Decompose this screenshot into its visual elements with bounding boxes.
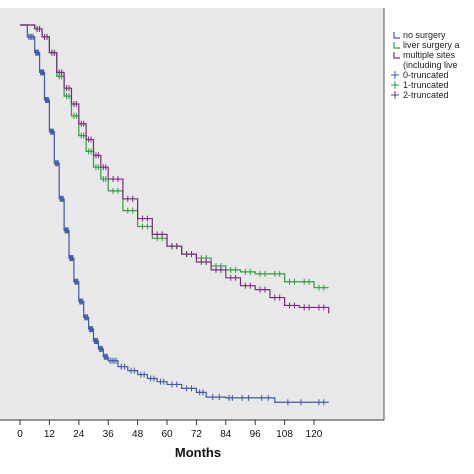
x-tick-label: 12 [44, 429, 56, 440]
x-tick-label: 96 [250, 429, 262, 440]
x-tick-label: 120 [306, 429, 323, 440]
plot-area [0, 8, 384, 420]
series-line-0 [20, 24, 329, 403]
x-tick-label: 36 [103, 429, 115, 440]
legend-symbol [393, 52, 400, 59]
x-tick-label: 0 [17, 429, 23, 440]
legend-symbol [393, 42, 400, 49]
legend-symbol [393, 32, 400, 39]
legend-label: no surgery [403, 30, 446, 40]
legend-label: 1-truncated [403, 80, 449, 90]
legend-label: (including live [403, 60, 458, 70]
legend-label: 0-truncated [403, 70, 449, 80]
x-tick-label: 108 [276, 429, 293, 440]
x-tick-label: 48 [132, 429, 144, 440]
series-line-2 [20, 24, 330, 314]
x-tick-label: 24 [73, 429, 85, 440]
legend-label: multiple sites [403, 50, 456, 60]
legend-label: liver surgery a [403, 40, 460, 50]
x-ticks: 0 12 24 36 48 60 72 84 96 108 120 [17, 420, 323, 440]
x-axis-title: Months [175, 445, 221, 460]
series-layer [20, 24, 330, 406]
legend-label: 2-truncated [403, 90, 449, 100]
x-tick-label: 84 [220, 429, 232, 440]
x-tick-label: 60 [161, 429, 173, 440]
x-tick-label: 72 [191, 429, 203, 440]
series-line-1 [20, 24, 329, 289]
